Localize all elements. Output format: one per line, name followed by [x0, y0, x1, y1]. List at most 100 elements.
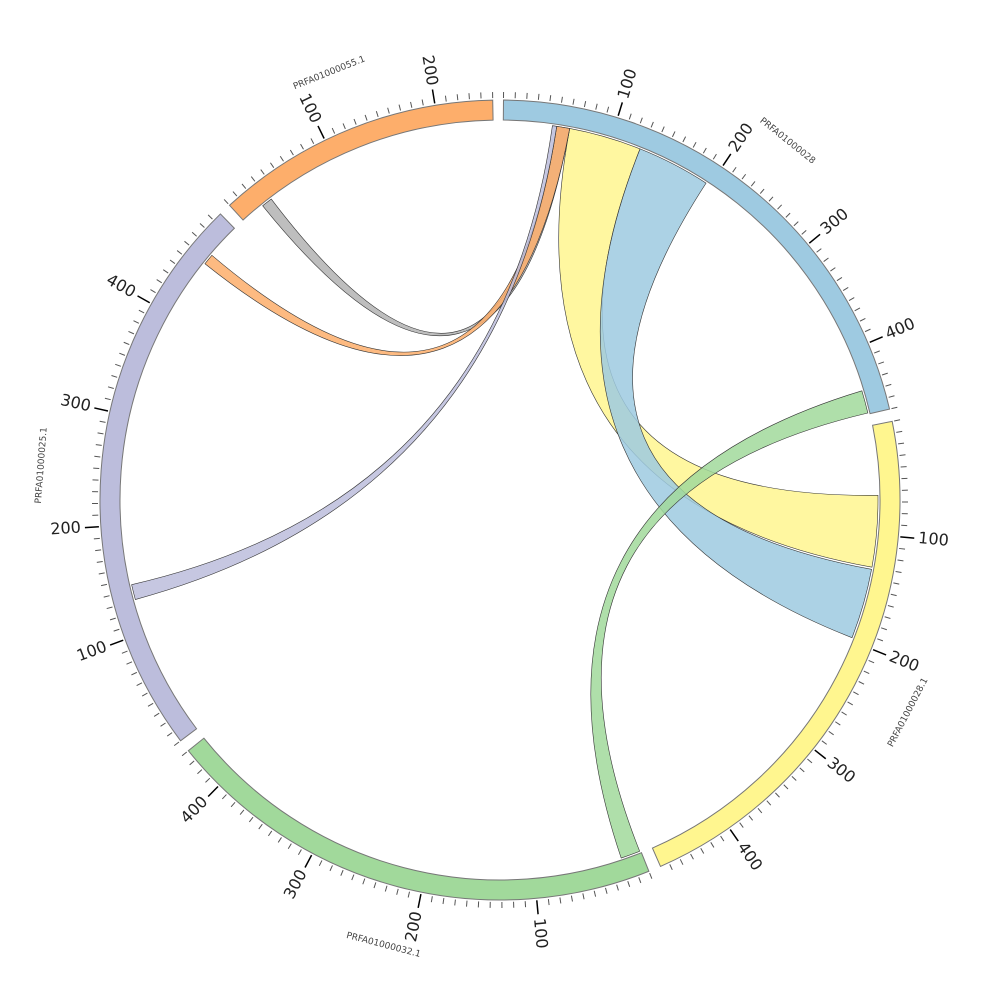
minor-tick [340, 869, 344, 876]
minor-tick [835, 721, 841, 726]
minor-tick [700, 848, 705, 854]
minor-tick [893, 582, 900, 585]
minor-tick [572, 98, 575, 105]
tick-label: 300 [59, 390, 93, 415]
minor-tick [881, 372, 888, 376]
major-tick [869, 336, 883, 343]
minor-tick [549, 95, 552, 102]
minor-tick [230, 802, 236, 808]
sector-PRFA01000028[interactable] [502, 99, 891, 415]
minor-tick [205, 777, 211, 783]
sector-PRFA01000028-1[interactable] [651, 420, 901, 868]
minor-tick [757, 807, 763, 814]
tick-label: 400 [103, 270, 139, 302]
minor-tick [604, 887, 608, 894]
minor-tick [260, 169, 265, 175]
minor-tick [318, 860, 323, 867]
minor-tick [96, 560, 103, 563]
minor-tick [396, 888, 399, 895]
sector-label: PRFA01000028.1 [886, 676, 930, 749]
minor-tick [877, 638, 884, 642]
minor-tick [94, 455, 101, 458]
major-tick [317, 125, 325, 139]
minor-tick [766, 800, 772, 806]
minor-tick [156, 279, 163, 284]
minor-tick [671, 131, 676, 138]
minor-tick [616, 884, 619, 891]
tick-label: 100 [917, 528, 949, 550]
major-tick [304, 854, 313, 868]
minor-tick [147, 702, 154, 707]
tick-label: 200 [418, 54, 442, 87]
minor-tick [732, 166, 737, 173]
minor-tick [287, 843, 292, 849]
minor-tick [720, 835, 725, 842]
minor-tick [793, 221, 799, 227]
minor-tick [199, 223, 205, 228]
minor-tick [887, 605, 894, 608]
minor-tick [682, 136, 687, 143]
minor-tick [364, 114, 368, 121]
minor-tick [109, 617, 116, 621]
minor-tick [162, 269, 169, 274]
minor-tick [768, 196, 774, 202]
minor-tick [248, 816, 254, 823]
minor-tick [197, 769, 203, 775]
major-tick [900, 536, 915, 539]
minor-tick [847, 701, 854, 706]
link-5 [131, 125, 558, 600]
minor-tick [239, 809, 245, 815]
minor-tick [702, 147, 707, 154]
minor-tick [442, 897, 445, 905]
sector-label: PRFA01000025.1 [34, 427, 50, 504]
minor-tick [93, 537, 100, 540]
major-tick [872, 648, 887, 656]
minor-tick [873, 350, 880, 354]
minor-tick [166, 732, 173, 737]
minor-tick [807, 758, 813, 764]
minor-tick [267, 830, 273, 837]
minor-tick [97, 432, 104, 435]
minor-tick [342, 123, 346, 130]
minor-tick [863, 670, 870, 675]
minor-tick [207, 214, 213, 220]
tick-label: 300 [824, 753, 860, 787]
minor-tick [104, 397, 111, 401]
minor-tick [430, 896, 433, 903]
tick-label: 100 [295, 90, 325, 126]
major-tick [729, 829, 739, 842]
minor-tick [748, 815, 754, 821]
minor-tick [232, 191, 238, 197]
tick-label: 400 [882, 314, 918, 343]
minor-tick [329, 865, 333, 872]
minor-tick [351, 874, 355, 881]
tick-label: 200 [401, 910, 426, 944]
sector-PRFA01000025-1[interactable] [99, 213, 236, 742]
minor-tick [99, 420, 106, 423]
minor-tick [679, 859, 684, 865]
major-tick [431, 89, 436, 104]
minor-tick [454, 899, 456, 906]
minor-tick [710, 842, 715, 848]
major-tick [536, 900, 539, 915]
minor-tick [269, 162, 275, 168]
minor-tick [223, 199, 229, 205]
tick-label: 200 [724, 119, 757, 155]
major-tick [808, 233, 821, 244]
tick-label: 100 [530, 917, 552, 949]
sector-PRFA01000032-1[interactable] [187, 737, 650, 901]
minor-tick [897, 442, 905, 445]
sector-PRFA01000055-1[interactable] [228, 99, 494, 221]
minor-tick [582, 893, 585, 900]
minor-tick [221, 794, 227, 800]
major-tick [814, 749, 827, 760]
ticks-layer [84, 89, 915, 915]
minor-tick [896, 430, 903, 433]
minor-tick [133, 320, 140, 324]
minor-tick [189, 760, 195, 766]
minor-tick [106, 606, 113, 610]
minor-tick [864, 328, 871, 333]
minor-tick [639, 117, 643, 124]
